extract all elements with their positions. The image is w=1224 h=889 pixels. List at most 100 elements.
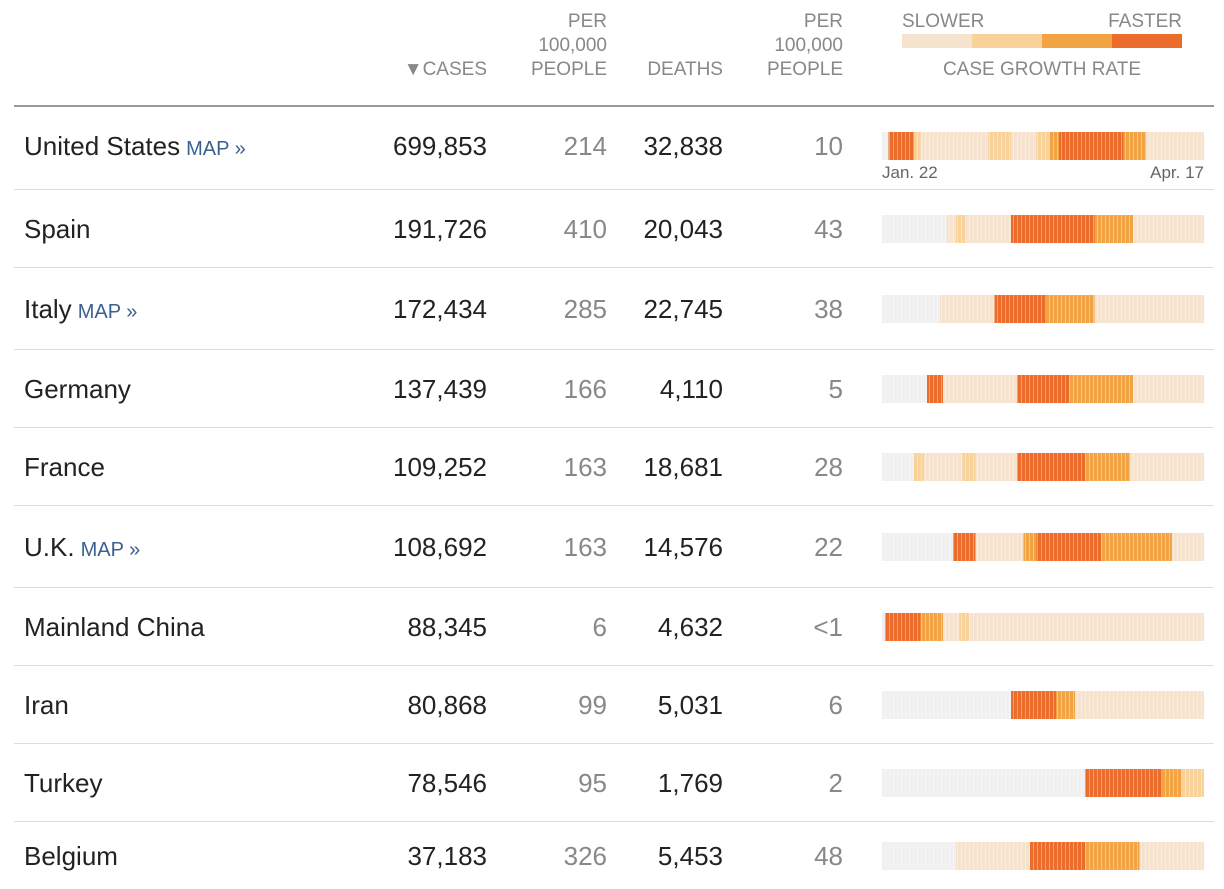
cases: 78,546 xyxy=(407,768,487,798)
deaths: 18,681 xyxy=(643,452,723,482)
table-row: U.K. MAP » 108,692 163 14,576 22 xyxy=(14,505,1214,588)
growth-strip xyxy=(882,691,1204,719)
cases-per-100k: 6 xyxy=(592,612,607,642)
legend-label: CASE GROWTH RATE xyxy=(942,59,1142,80)
country-cell: France xyxy=(24,452,105,482)
cases: 37,183 xyxy=(407,840,487,871)
header-line: PER xyxy=(803,11,843,32)
deaths-per-100k: 28 xyxy=(814,452,843,482)
cases-per-100k: 285 xyxy=(563,294,607,324)
growth-strip xyxy=(882,533,1204,561)
cases-per-100k-header: PER 100,000 PEOPLE xyxy=(531,10,607,82)
table-row: Italy MAP » 172,434 285 22,745 38 xyxy=(14,267,1214,350)
legend-faster: FASTER xyxy=(1108,11,1182,32)
deaths-per-100k: <1 xyxy=(813,612,843,642)
deaths: 20,043 xyxy=(643,214,723,244)
cases: 699,853 xyxy=(393,131,487,161)
date-end: Apr. 17 xyxy=(1150,163,1204,182)
country-cell: United States MAP » xyxy=(24,131,246,164)
country-cell: Italy MAP » xyxy=(24,294,137,327)
table-row: Germany 137,439 166 4,110 5 xyxy=(14,349,1214,428)
deaths: 5,031 xyxy=(657,690,723,720)
sort-icon: ▼ xyxy=(403,59,423,80)
table-row: Turkey 78,546 95 1,769 2 xyxy=(14,743,1214,822)
country-name: Turkey xyxy=(24,768,103,798)
country-name: Italy xyxy=(24,294,72,324)
map-link[interactable]: MAP » xyxy=(80,539,141,561)
growth-strip xyxy=(882,453,1204,481)
deaths: 1,769 xyxy=(657,768,723,798)
growth-strip xyxy=(882,841,1204,870)
deaths-per-100k: 48 xyxy=(814,840,843,871)
deaths: 4,632 xyxy=(657,612,723,642)
header-line: PEOPLE xyxy=(530,59,607,80)
cases-per-100k: 163 xyxy=(563,532,607,562)
deaths: 4,110 xyxy=(659,374,723,404)
cases-per-100k: 166 xyxy=(563,374,607,404)
country-name: Belgium xyxy=(24,840,118,871)
growth-strip xyxy=(882,132,1204,160)
country-cell: Germany xyxy=(24,374,131,404)
cases: 172,434 xyxy=(393,294,487,324)
header-line: PER xyxy=(567,11,607,32)
table-row: Iran 80,868 99 5,031 6 xyxy=(14,665,1214,744)
country-name: Spain xyxy=(24,214,91,244)
deaths-per-100k: 6 xyxy=(828,690,843,720)
map-link[interactable]: MAP » xyxy=(186,138,246,160)
table-row: Mainland China 88,345 6 4,632 <1 xyxy=(14,587,1214,666)
country-name: U.K. xyxy=(24,532,75,562)
deaths-per-100k: 10 xyxy=(814,131,843,161)
growth-strip xyxy=(882,215,1204,243)
country-name: Iran xyxy=(24,690,69,720)
deaths-header: DEATHS xyxy=(647,59,723,80)
country-cell: U.K. MAP » xyxy=(24,532,140,565)
deaths-per-100k: 22 xyxy=(814,532,843,562)
cases: 108,692 xyxy=(393,532,487,562)
country-cell: Mainland China xyxy=(24,612,205,642)
table-row: Belgium 37,183 326 5,453 48 xyxy=(14,821,1214,889)
deaths-per-100k: 5 xyxy=(828,374,843,404)
country-name: Germany xyxy=(24,374,131,404)
table-row: United States MAP » 699,853 214 32,838 10 Jan.… xyxy=(14,107,1214,189)
cases-per-100k: 326 xyxy=(563,840,607,871)
cases-header[interactable]: ▼CASES xyxy=(404,58,487,82)
deaths-per-100k-header: PER 100,000 PEOPLE xyxy=(767,10,843,82)
country-cell: Belgium xyxy=(24,841,118,871)
deaths: 22,745 xyxy=(643,294,723,324)
deaths: 5,453 xyxy=(657,840,723,871)
growth-strip xyxy=(882,613,1204,641)
cases-per-100k: 214 xyxy=(563,131,607,161)
legend-slower: SLOWER xyxy=(902,11,985,32)
country-cell: Turkey xyxy=(24,768,103,798)
deaths-per-100k: 43 xyxy=(814,214,843,244)
deaths-per-100k: 38 xyxy=(814,294,843,324)
cases: 109,252 xyxy=(393,452,487,482)
cases: 191,726 xyxy=(393,214,487,244)
growth-strip xyxy=(882,295,1204,323)
growth-strip xyxy=(882,769,1204,797)
deaths-per-100k: 2 xyxy=(828,768,843,798)
growth-strip xyxy=(882,375,1204,403)
date-start: Jan. 22 xyxy=(882,163,938,182)
table-row: Spain 191,726 410 20,043 43 xyxy=(14,189,1214,268)
country-name: France xyxy=(24,452,105,482)
table-row: France 109,252 163 18,681 28 xyxy=(14,427,1214,506)
cases: 88,345 xyxy=(407,612,487,642)
header-line: 100,000 xyxy=(774,35,843,56)
cases-per-100k: 410 xyxy=(563,214,607,244)
cases: 137,439 xyxy=(393,374,487,404)
country-name: United States xyxy=(24,131,181,161)
header-line: 100,000 xyxy=(538,35,607,56)
cases-per-100k: 99 xyxy=(578,690,607,720)
cases-per-100k: 163 xyxy=(563,452,607,482)
deaths: 14,576 xyxy=(643,532,723,562)
country-cell: Spain xyxy=(24,214,91,244)
deaths: 32,838 xyxy=(643,131,723,161)
country-cell: Iran xyxy=(24,690,69,720)
cases: 80,868 xyxy=(407,690,487,720)
map-link[interactable]: MAP » xyxy=(77,301,138,323)
cases-label: CASES xyxy=(422,59,487,80)
header-rule xyxy=(14,105,1214,107)
country-name: Mainland China xyxy=(24,612,205,642)
